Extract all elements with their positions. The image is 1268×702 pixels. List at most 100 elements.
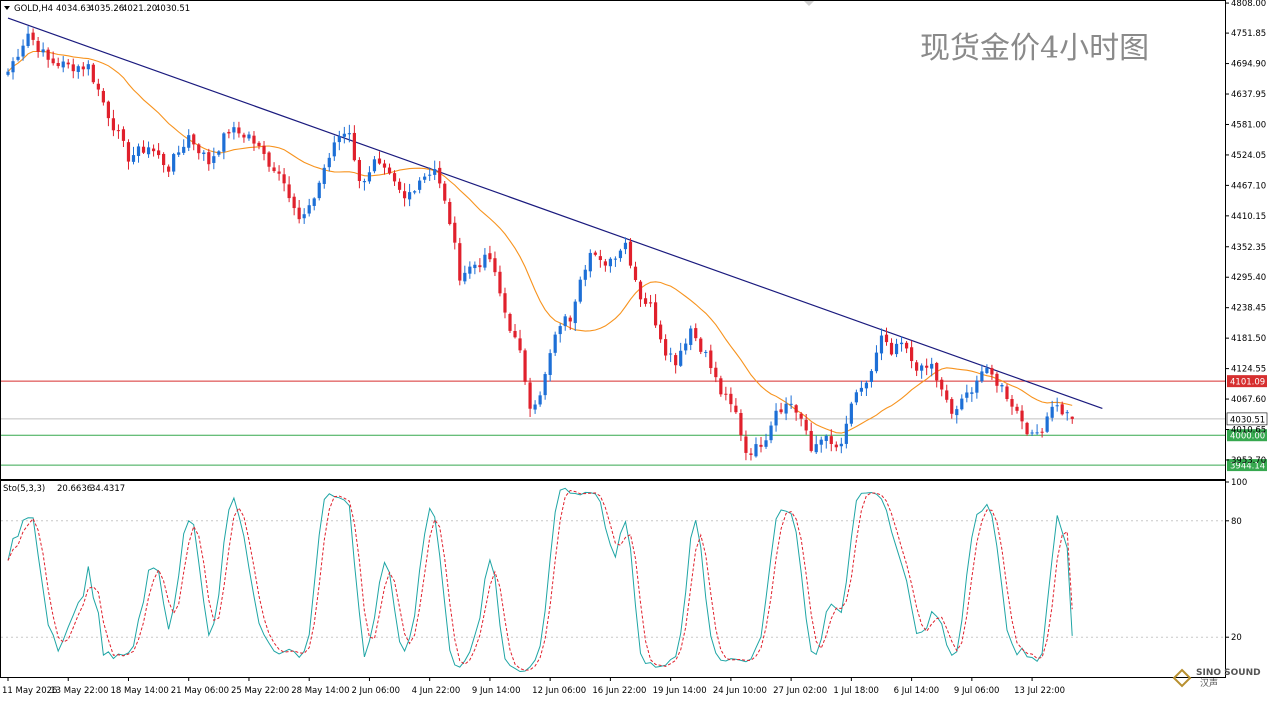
candle: [478, 258, 482, 273]
candle-body: [714, 367, 718, 378]
candle: [799, 411, 803, 427]
candle: [854, 389, 858, 406]
time-tick-label: 9 Jun 14:00: [472, 686, 521, 696]
candle-body: [357, 159, 361, 181]
candle: [664, 334, 668, 361]
candle-body: [548, 353, 552, 375]
candle: [910, 340, 914, 369]
candle: [879, 328, 884, 361]
candle-body: [799, 413, 803, 419]
candle: [889, 338, 894, 356]
candle: [86, 60, 90, 76]
candle: [382, 159, 387, 175]
candle-body: [1065, 412, 1069, 414]
candle: [553, 331, 557, 356]
time-tick-label: 12 Jun 06:00: [532, 686, 586, 696]
candle: [618, 248, 623, 262]
candle: [995, 371, 999, 393]
candle-body: [56, 62, 60, 67]
candle-body: [443, 183, 447, 201]
candle-body: [980, 371, 984, 382]
candle-body: [86, 64, 90, 70]
candle-body: [41, 49, 45, 53]
candle-body: [719, 378, 723, 395]
candle-body: [603, 261, 607, 266]
candle: [418, 177, 422, 194]
candle-body: [81, 66, 85, 70]
candle-body: [935, 362, 939, 381]
candle-body: [664, 339, 668, 356]
candle-body: [669, 353, 673, 355]
time-tick-label: 1 Jul 18:00: [833, 686, 879, 696]
candle-body: [453, 222, 457, 243]
candle: [945, 384, 949, 403]
level-label-0: 4101.09: [1230, 378, 1265, 388]
candle: [674, 352, 678, 374]
candle-body: [31, 32, 35, 40]
candle-body: [814, 444, 818, 453]
candle-body: [694, 328, 698, 339]
candle-body: [342, 133, 346, 137]
candle-body: [367, 172, 372, 182]
ohlc-close: 4030.51: [155, 4, 190, 14]
candle-body: [899, 342, 904, 345]
candle: [1020, 405, 1024, 430]
candle: [809, 422, 813, 453]
candle-body: [372, 159, 377, 172]
time-tick-label: 9 Jul 06:00: [954, 686, 1000, 696]
candle: [925, 358, 929, 376]
candle: [603, 258, 607, 272]
candle-body: [764, 440, 768, 447]
candle: [1060, 401, 1064, 416]
candle-body: [172, 154, 176, 172]
candle: [111, 109, 116, 137]
candle-body: [36, 40, 40, 52]
candle: [759, 437, 763, 453]
candle-body: [824, 435, 828, 441]
candle: [980, 364, 984, 383]
candle: [623, 237, 628, 255]
candle: [458, 237, 462, 286]
indicator-value-d: 34.4317: [90, 484, 125, 494]
candle-body: [1070, 416, 1074, 419]
candle-body: [11, 61, 15, 73]
candle-body: [177, 152, 181, 155]
candle: [377, 151, 382, 165]
trendline-group: [7, 17, 1103, 410]
candle: [899, 336, 904, 352]
time-tick-label: 6 Jul 14:00: [894, 686, 940, 696]
candle-body: [302, 214, 306, 219]
candle: [16, 48, 20, 62]
candle-body: [16, 56, 20, 60]
candle-body: [729, 393, 733, 405]
dropdown-arrow-icon[interactable]: [4, 6, 10, 10]
candle-body: [990, 368, 994, 375]
time-tick-label: 16 Jun 22:00: [592, 686, 646, 696]
candle-body: [277, 171, 281, 174]
candle: [869, 369, 874, 388]
candle-body: [854, 392, 858, 403]
candle-body: [202, 152, 206, 155]
price-tick-label: 4808.00: [1231, 0, 1266, 9]
candle-body: [618, 250, 623, 259]
candle: [955, 405, 959, 424]
price-tick-label: 4751.85: [1231, 29, 1266, 39]
candle: [498, 265, 502, 297]
candle: [468, 261, 472, 279]
candle: [96, 78, 100, 97]
candle: [965, 384, 969, 403]
time-tick-label: 27 Jun 02:00: [773, 686, 827, 696]
candle: [136, 143, 141, 163]
price-tick-label: 4295.40: [1231, 273, 1266, 283]
candle-body: [684, 343, 688, 351]
chart-menu-icon[interactable]: [804, 1, 814, 6]
candle-body: [212, 156, 216, 163]
candle: [563, 314, 567, 331]
candle: [970, 387, 974, 402]
candle-body: [784, 403, 788, 414]
candle-body: [307, 205, 311, 214]
candle: [518, 329, 522, 353]
candle-body: [382, 163, 387, 168]
candle: [985, 364, 989, 375]
candle: [689, 325, 693, 351]
